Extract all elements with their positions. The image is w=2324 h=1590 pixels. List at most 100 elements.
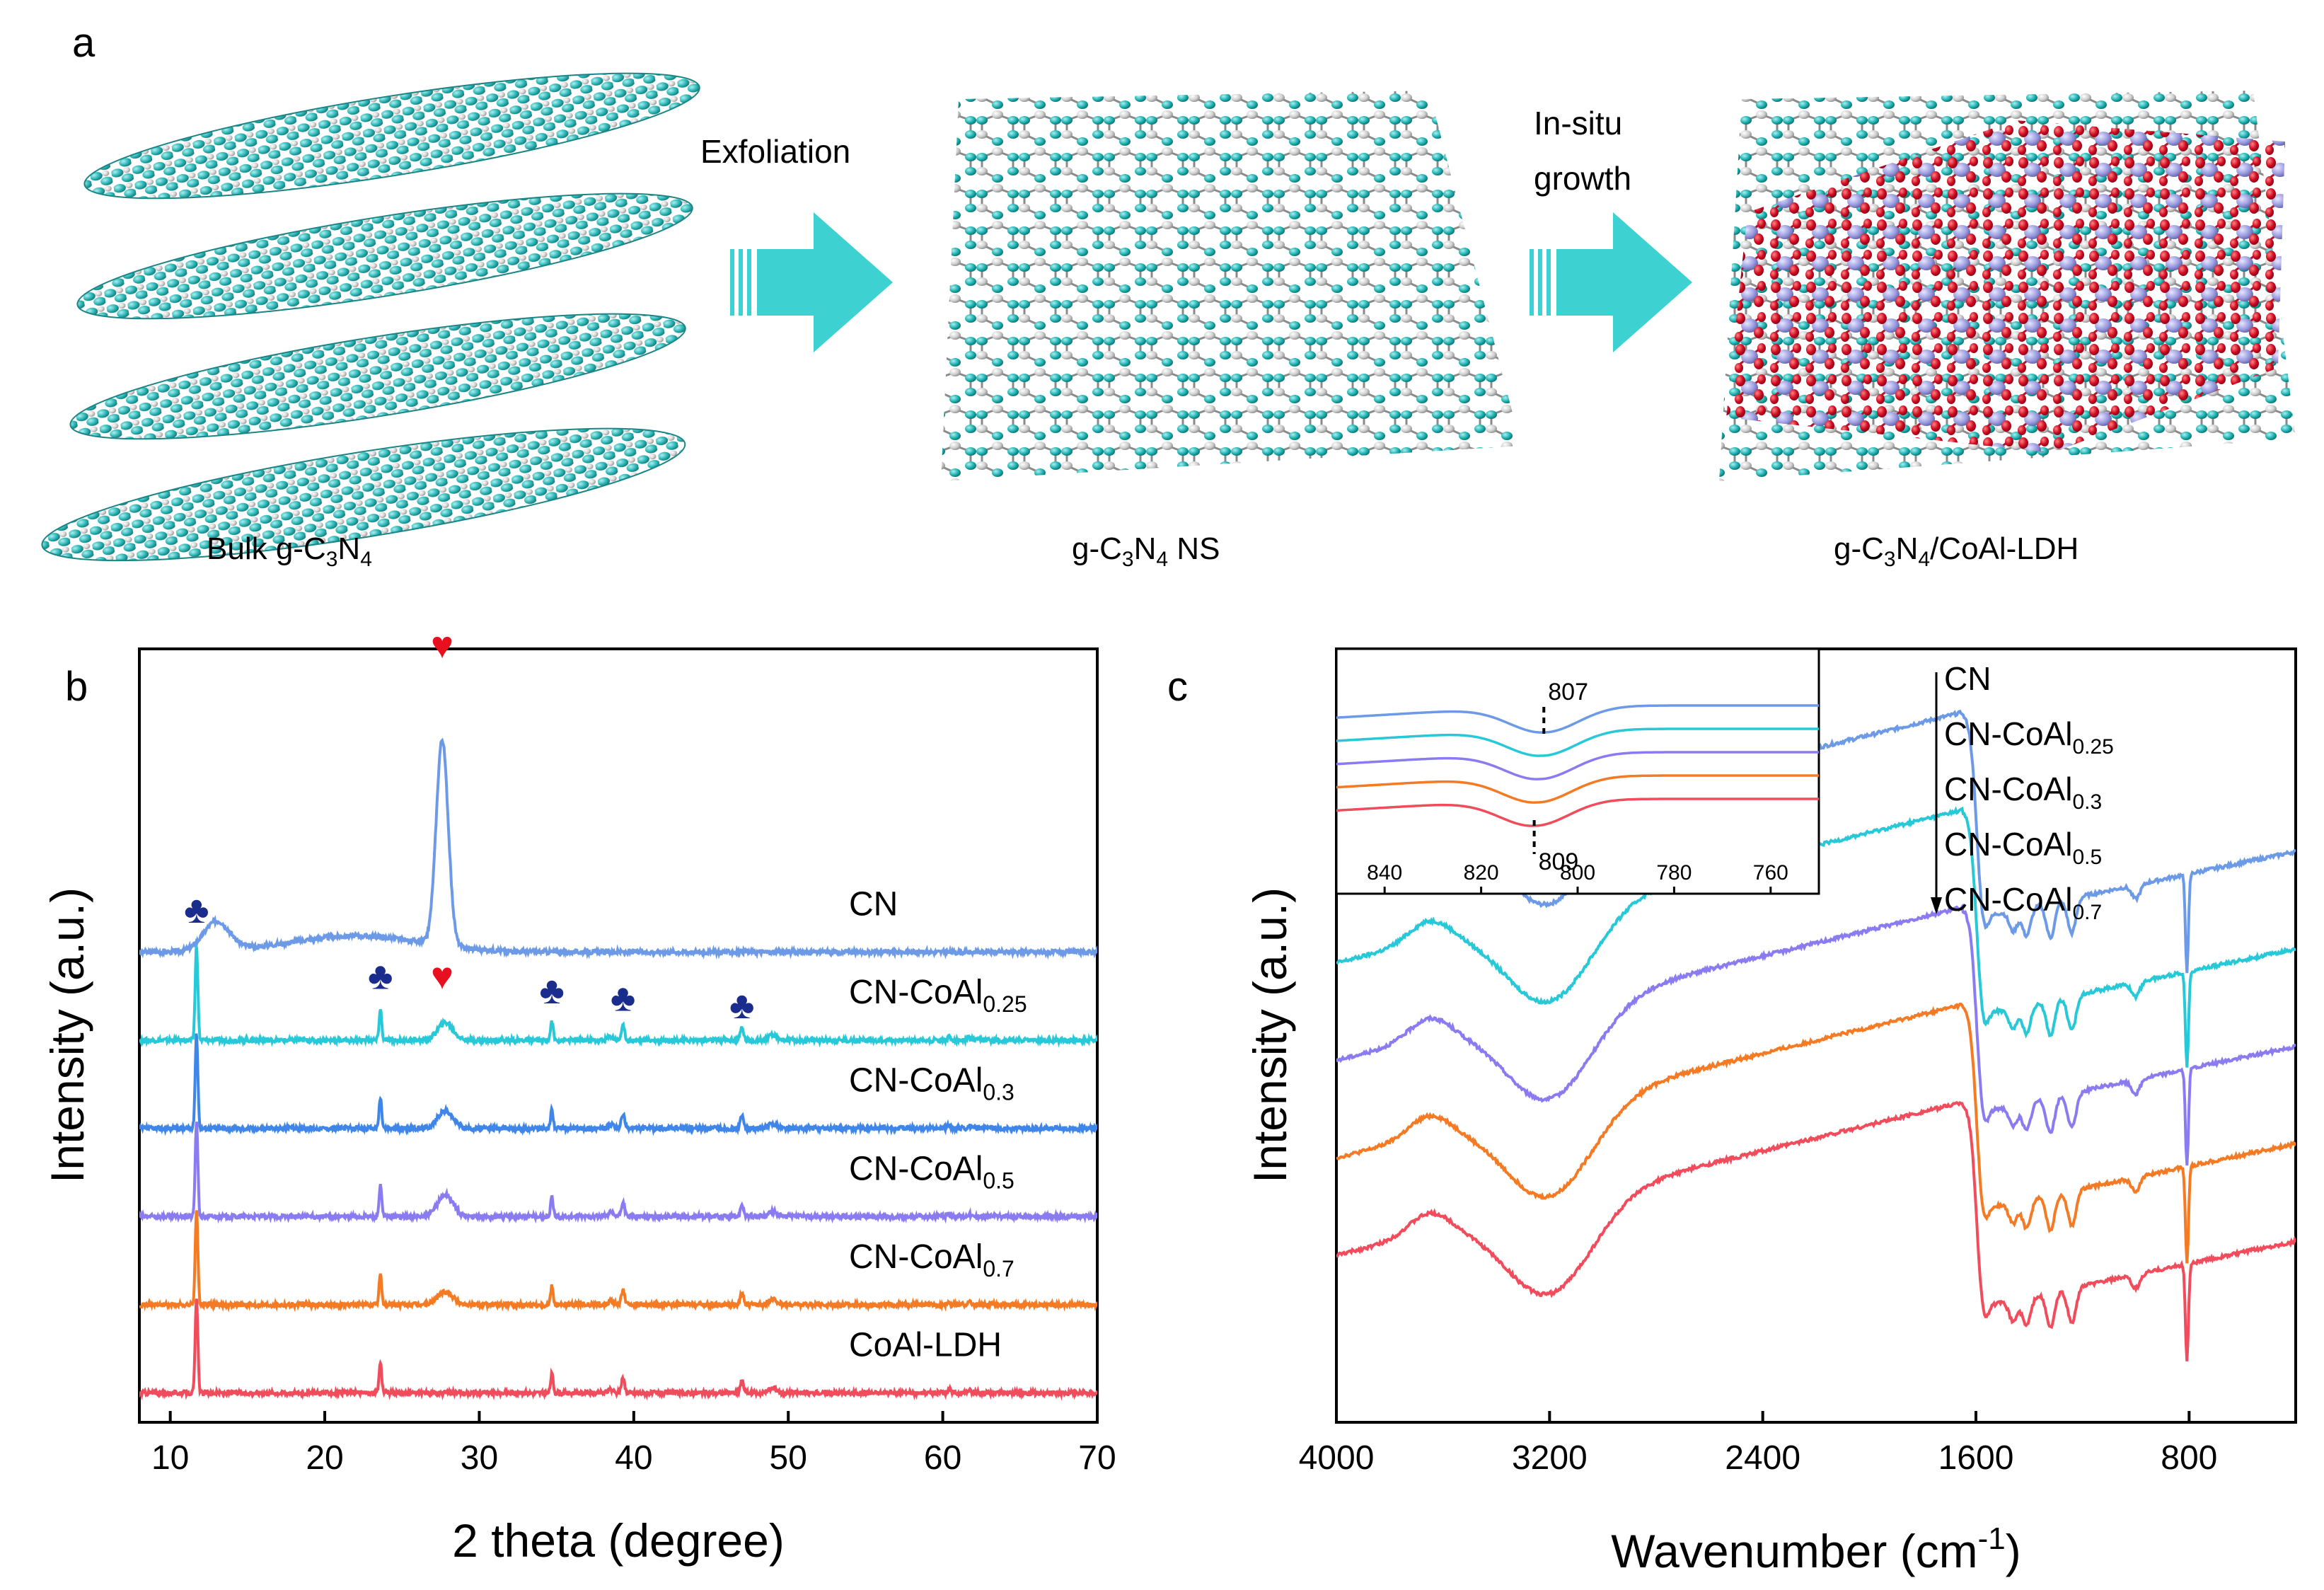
- in-situ-growth-arrow: [1530, 212, 1692, 352]
- xrd-peak-marker: ♥: [431, 624, 453, 667]
- ftir-legend-item: CN-CoAl0.25: [1944, 715, 2114, 759]
- xrd-series-label-main: CN-CoAl: [849, 1150, 983, 1187]
- xrd-series-line: [139, 945, 1097, 1048]
- ftir-series-line: [1336, 903, 2296, 1166]
- ftir-inset-series: [1336, 704, 1819, 827]
- panel-label-a: a: [72, 20, 96, 66]
- xrd-series-line: [139, 737, 1097, 960]
- composite-label-sub2: 4: [1918, 548, 1930, 571]
- ftir-legend-item-main: CN-CoAl: [1944, 881, 2072, 918]
- ftir-legend-item-sub: 0.25: [2072, 735, 2113, 759]
- xrd-series: [139, 737, 1097, 1401]
- xrd-peak-marker: ♣: [184, 889, 209, 931]
- ftir-legend: CNCN-CoAl0.25CN-CoAl0.3CN-CoAl0.5CN-CoAl…: [1944, 660, 2114, 924]
- ftir-x-axis-label-main: Wavenumber (cm: [1611, 1525, 1977, 1577]
- xrd-peak-marker: ♣: [368, 955, 393, 997]
- xrd-series-label-main: CN-CoAl: [849, 1062, 983, 1100]
- ftir-legend-item-sub: 0.3: [2072, 790, 2102, 814]
- exfoliation-label: Exfoliation: [700, 133, 850, 170]
- in-situ-label-line2: growth: [1534, 160, 1631, 197]
- xrd-series-label-main: CoAl-LDH: [849, 1327, 1002, 1364]
- xrd-tick-label: 30: [461, 1439, 498, 1477]
- ftir-tick-label: 1600: [1938, 1439, 2014, 1477]
- inset-tick-label: 760: [1753, 861, 1788, 885]
- xrd-peak-markers: ♥ ♣ ♣ ♥ ♣ ♣ ♣: [184, 624, 754, 1027]
- ftir-legend-item-main: CN-CoAl: [1944, 715, 2072, 752]
- composite-label: g-C3N4/CoAl-LDH: [1834, 531, 2079, 571]
- inset-tick-label: 840: [1367, 861, 1402, 885]
- xrd-tick-label: 50: [770, 1439, 807, 1477]
- in-situ-label: In-situ growth: [1534, 105, 1631, 197]
- ftir-inset-ticks: 840 820 800 780 760: [1367, 861, 1788, 894]
- bulk-label-sub2: 4: [360, 548, 372, 571]
- inset-tick-label: 820: [1464, 861, 1499, 885]
- ns-label-suffix: NS: [1168, 531, 1220, 566]
- xrd-peak-marker: ♣: [729, 984, 754, 1027]
- inset-annotation-807: 807: [1548, 679, 1588, 705]
- xrd-peak-marker: ♣: [539, 969, 564, 1012]
- g-c3n4-nanosheet: [941, 91, 1521, 481]
- xrd-series-label: CN-CoAl0.5: [849, 1150, 1014, 1193]
- exfoliation-arrow: [730, 212, 893, 352]
- xrd-series-label-sub: 0.5: [983, 1168, 1014, 1193]
- ns-label-sub1: 3: [1122, 548, 1134, 571]
- panel-label-c: c: [1167, 664, 1188, 710]
- inset-tick-label: 800: [1560, 861, 1595, 885]
- xrd-series-label-sub: 0.3: [983, 1080, 1014, 1105]
- xrd-series-line: [139, 1122, 1097, 1224]
- xrd-tick-label: 60: [924, 1439, 961, 1477]
- xrd-series-label-sub: 0.7: [983, 1256, 1014, 1281]
- inset-series-line: [1336, 704, 1819, 734]
- xrd-series-label-main: CN: [849, 886, 898, 923]
- ftir-y-axis-label: Intensity (a.u.): [1244, 887, 1296, 1183]
- xrd-series-label: CN: [849, 886, 898, 923]
- ftir-series-line: [1336, 1002, 2296, 1264]
- xrd-tick-label: 40: [615, 1439, 652, 1477]
- bulk-label-sub1: 3: [326, 548, 338, 571]
- ns-label-mid: N: [1134, 531, 1157, 566]
- composite-label-name: g-C: [1834, 531, 1884, 566]
- ftir-legend-item-main: CN-CoAl: [1944, 826, 2072, 863]
- composite-structure: [1719, 91, 2296, 481]
- ftir-tick-label: 800: [2161, 1439, 2217, 1477]
- ftir-legend-item: CN: [1944, 660, 1991, 697]
- xrd-x-axis-label: 2 theta (degree): [452, 1514, 785, 1567]
- inset-annotation-809: 809: [1539, 848, 1579, 875]
- composite-label-sub1: 3: [1884, 548, 1896, 571]
- xrd-series-line: [139, 1298, 1097, 1401]
- ftir-tick-label: 4000: [1299, 1439, 1375, 1477]
- composite-label-suffix: /CoAl-LDH: [1930, 531, 2079, 566]
- bulk-label-mid: N: [337, 531, 360, 566]
- bulk-label: Bulk g-C3N4: [207, 531, 372, 571]
- xrd-x-ticks: 10 20 30 40 50 60 70: [151, 1411, 1116, 1477]
- xrd-series-label: CN-CoAl0.25: [849, 974, 1027, 1017]
- xrd-series-label-sub: 0.25: [983, 991, 1027, 1017]
- xrd-series-labels: CNCN-CoAl0.25CN-CoAl0.3CN-CoAl0.5CN-CoAl…: [849, 886, 1027, 1364]
- ftir-legend-item: CN-CoAl0.5: [1944, 826, 2102, 869]
- xrd-series-label: CN-CoAl0.3: [849, 1062, 1014, 1105]
- xrd-series-line: [139, 1210, 1097, 1313]
- xrd-tick-label: 20: [306, 1439, 343, 1477]
- panel-label-b: b: [65, 664, 88, 710]
- xrd-plot-frame: [138, 647, 1099, 1424]
- xrd-peak-marker: ♣: [611, 977, 635, 1020]
- xrd-peak-marker: ♥: [431, 955, 453, 997]
- ftir-legend-item-main: CN: [1944, 660, 1991, 697]
- in-situ-label-line1: In-situ: [1534, 105, 1622, 142]
- ftir-tick-label: 3200: [1512, 1439, 1588, 1477]
- xrd-series-line: [139, 1033, 1097, 1136]
- inset-series-line: [1336, 751, 1819, 780]
- ftir-legend-item-sub: 0.5: [2072, 846, 2102, 869]
- bulk-g-c3n4-structure: [41, 72, 700, 562]
- ftir-legend-item: CN-CoAl0.7: [1944, 881, 2102, 924]
- bulk-label-name: Bulk g-C: [207, 531, 326, 566]
- xrd-tick-label: 70: [1078, 1439, 1116, 1477]
- xrd-series-label-main: CN-CoAl: [849, 974, 983, 1011]
- ftir-tick-label: 2400: [1725, 1439, 1800, 1477]
- ftir-legend-item-main: CN-CoAl: [1944, 771, 2072, 807]
- inset-series-line: [1336, 727, 1819, 757]
- inset-series-line: [1336, 774, 1819, 804]
- ftir-series-line: [1336, 1100, 2296, 1361]
- ftir-legend-item: CN-CoAl0.3: [1944, 771, 2102, 814]
